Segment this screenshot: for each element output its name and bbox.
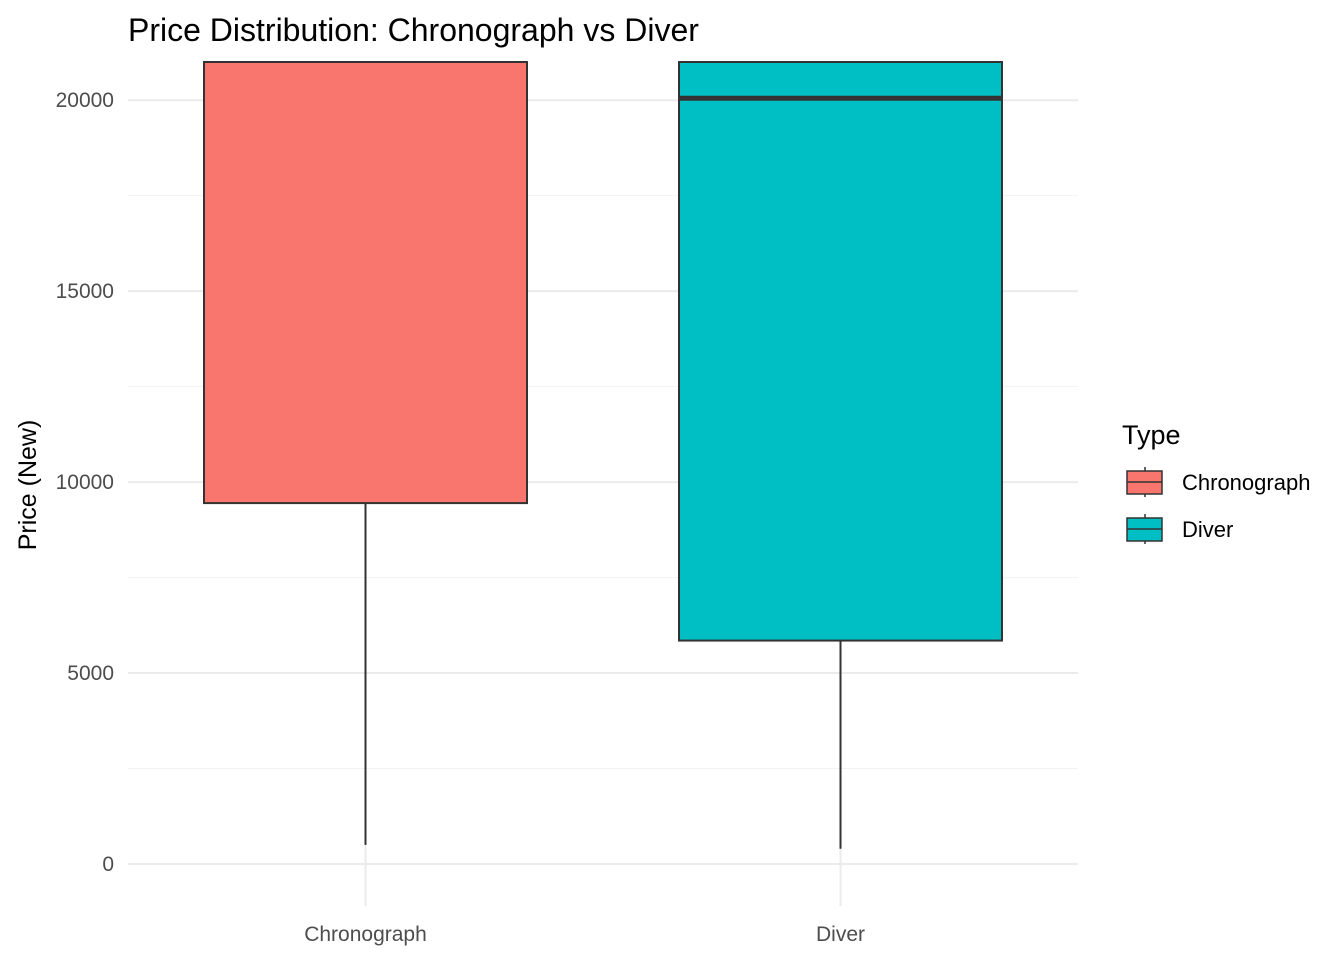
chart-title: Price Distribution: Chronograph vs Diver [128, 12, 699, 48]
y-tick-label: 0 [102, 853, 114, 876]
legend-label: Diver [1182, 517, 1233, 542]
box [203, 61, 528, 505]
y-tick-label: 10000 [56, 471, 114, 494]
boxes [203, 61, 1003, 849]
y-tick-label: 5000 [67, 662, 114, 685]
x-tick-label: Chronograph [304, 923, 427, 946]
y-tick-labels: 0 5000 10000 15000 20000 [56, 89, 114, 876]
y-axis-title: Price (New) [14, 420, 42, 551]
y-tick-label: 20000 [56, 89, 114, 112]
y-tick-label: 15000 [56, 280, 114, 303]
x-tick-labels: Chronograph Diver [304, 923, 865, 946]
legend: Type Chronograph Diver [1122, 420, 1310, 544]
legend-label: Chronograph [1182, 470, 1310, 495]
box [678, 61, 1003, 642]
legend-title: Type [1122, 420, 1181, 450]
x-tick-label: Diver [816, 923, 865, 946]
